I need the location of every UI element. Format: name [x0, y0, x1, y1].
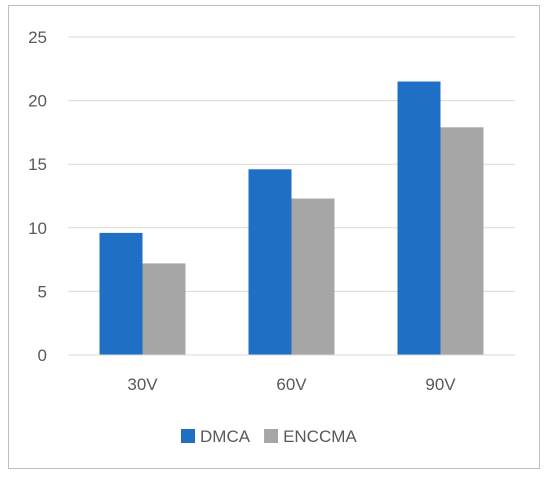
y-tick-label: 20 — [28, 92, 47, 111]
y-tick-label: 5 — [38, 282, 47, 301]
x-axis-ticks: 30V 60V 90V — [127, 375, 456, 394]
x-tick-label: 90V — [425, 375, 456, 394]
bar-dmca-90v — [397, 81, 441, 356]
bar-dmca-30v — [99, 232, 143, 355]
y-tick-label: 0 — [38, 346, 47, 365]
bar-enccma-90v — [440, 127, 484, 355]
legend-label-dmca: DMCA — [200, 427, 251, 446]
bar-enccma-60v — [291, 198, 335, 355]
bar-dmca-60v — [248, 169, 292, 355]
y-axis-ticks: 0 5 10 15 20 25 — [28, 28, 47, 365]
y-tick-label: 10 — [28, 219, 47, 238]
legend-swatch-enccma — [264, 429, 279, 443]
legend-label-enccma: ENCCMA — [283, 427, 357, 446]
bar-enccma-30v — [142, 263, 186, 355]
legend: DMCA ENCCMA — [181, 427, 357, 446]
bars — [99, 81, 484, 356]
x-tick-label: 60V — [276, 375, 307, 394]
y-tick-label: 25 — [28, 28, 47, 47]
y-tick-label: 15 — [28, 155, 47, 174]
legend-swatch-dmca — [181, 429, 195, 443]
x-tick-label: 30V — [127, 375, 158, 394]
